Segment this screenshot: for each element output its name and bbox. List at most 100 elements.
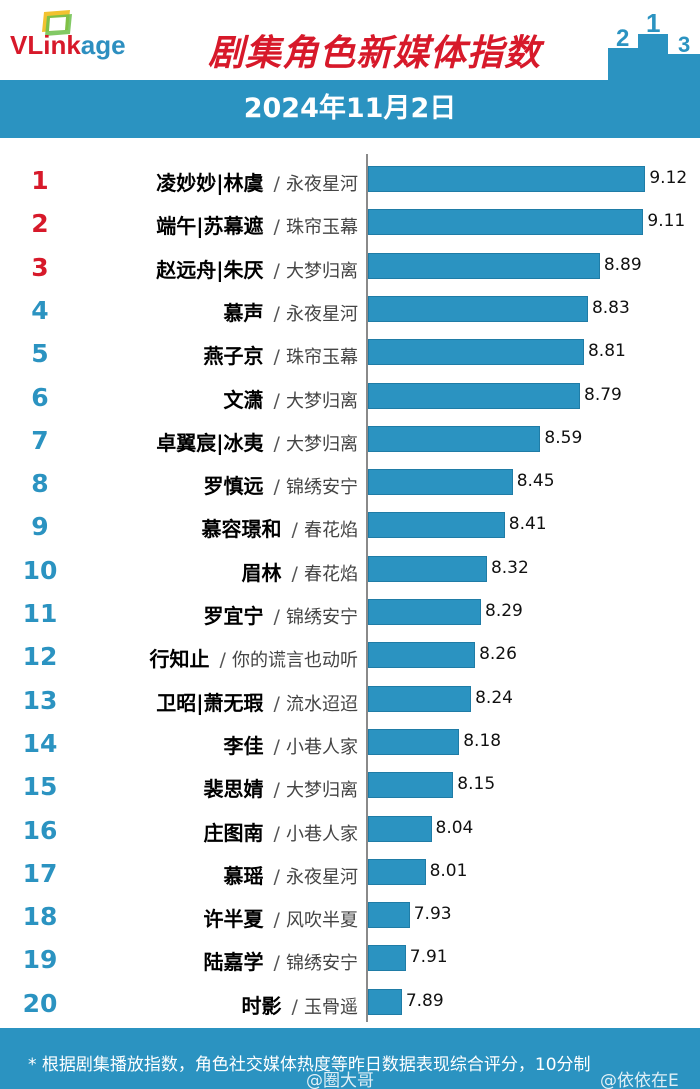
show-title: 小巷人家 [286,823,358,845]
value-bar [368,728,460,755]
chart-row: 5 燕子京 / 珠帘玉幕 8.81 [0,331,700,374]
row-label: 慕声 / 永夜星河 [224,297,358,326]
value-bar [368,858,426,885]
show-title: 大梦归离 [286,780,358,802]
svg-text:2: 2 [616,25,629,52]
rank-number: 17 [22,858,58,888]
value-label: 8.26 [479,644,517,665]
chart-row: 11 罗宜宁 / 锦绣安宁 8.29 [0,591,700,634]
label-separator: / [267,346,286,369]
value-label: 8.04 [435,817,474,838]
value-bar [368,945,406,972]
value-label: 8.89 [603,254,642,275]
character-name: 燕子京 [203,344,264,369]
row-label: 卓翼宸|冰夷 / 大梦归离 [156,427,358,456]
rank-number: 4 [31,295,49,325]
character-name: 凌妙妙|林虞 [156,171,264,195]
character-name: 文潇 [223,387,264,412]
row-label: 庄图南 / 小巷人家 [204,817,358,846]
character-name: 卓翼宸|冰夷 [156,430,264,455]
row-label: 裴思婧 / 大梦归离 [204,773,358,802]
character-name: 李佳 [223,733,264,758]
chart-row: 10 眉林 / 春花焰 8.32 [0,548,700,591]
chart-row: 4 慕声 / 永夜星河 8.83 [0,288,700,331]
value-label: 7.89 [405,990,444,1011]
value-bar [368,902,410,929]
show-title: 大梦归离 [286,260,358,282]
show-title: 春花焰 [304,520,358,542]
show-title: 锦绣安宁 [286,953,358,975]
show-title: 锦绣安宁 [286,607,358,628]
svg-text:3: 3 [678,32,690,57]
show-title: 大梦归离 [286,390,358,412]
row-label: 许半夏 / 风吹半夏 [204,903,358,932]
character-name: 赵远舟|朱厌 [156,257,264,282]
rank-number: 18 [22,902,58,932]
value-bar [368,599,482,625]
row-label: 凌妙妙|林虞 / 永夜星河 [156,167,358,196]
show-title: 锦绣安宁 [286,477,358,499]
chart-row: 18 许半夏 / 风吹半夏 7.93 [0,894,700,937]
show-title: 小巷人家 [286,736,358,758]
svg-text:1: 1 [646,10,660,38]
show-title: 永夜星河 [286,303,358,325]
show-title: 流水迢迢 [286,693,358,715]
logo: VLinkage [10,30,126,61]
chart-row: 3 赵远舟|朱厌 / 大梦归离 8.89 [0,245,700,288]
rank-number: 8 [31,469,49,499]
show-title: 永夜星河 [286,174,358,195]
value-bar [368,295,588,322]
value-bar [368,382,581,409]
value-bar [368,339,584,366]
label-separator: / [285,562,304,585]
chart-row: 19 陆嘉学 / 锦绣安宁 7.91 [0,937,700,980]
chart-row: 1 凌妙妙|林虞 / 永夜星河 9.12 [0,158,700,201]
rank-number: 15 [22,772,58,802]
label-separator: / [267,735,286,758]
value-label: 8.81 [587,341,626,362]
label-separator: / [213,649,232,672]
rank-number: 9 [31,512,49,542]
value-bar [368,988,402,1015]
value-label: 8.15 [457,774,496,795]
rank-number: 16 [22,815,58,845]
logo-mark-icon [42,10,72,36]
logo-link-part: Link [27,30,81,60]
label-separator: / [267,909,286,932]
value-bar [368,685,472,712]
character-name: 慕瑶 [223,863,264,888]
character-name: 端午|苏幕遮 [156,214,264,239]
chart-row: 14 李佳 / 小巷人家 8.18 [0,721,700,764]
value-label: 7.93 [413,904,452,925]
rank-number: 13 [22,685,58,715]
row-label: 文潇 / 大梦归离 [224,384,358,413]
rank-number: 20 [22,988,58,1018]
rank-number: 1 [31,166,49,195]
rank-number: 3 [31,252,49,282]
value-label: 9.11 [647,211,686,232]
rank-number: 7 [31,425,49,455]
show-title: 永夜星河 [286,866,358,888]
row-label: 端午|苏幕遮 / 珠帘玉幕 [156,210,358,239]
row-label: 陆嘉学 / 锦绣安宁 [204,946,358,975]
watermark-right: @依依在E [600,1071,679,1089]
chart-row: 16 庄图南 / 小巷人家 8.04 [0,808,700,851]
label-separator: / [267,779,286,802]
chart-row: 7 卓翼宸|冰夷 / 大梦归离 8.59 [0,418,700,461]
row-label: 罗慎远 / 锦绣安宁 [204,470,358,499]
value-bar [368,512,505,539]
chart-row: 2 端午|苏幕遮 / 珠帘玉幕 9.11 [0,201,700,244]
rank-number: 12 [22,642,58,672]
row-label: 慕容璟和 / 春花焰 [202,513,358,542]
value-bar [368,469,513,496]
row-label: 慕瑶 / 永夜星河 [224,860,358,889]
character-name: 许半夏 [203,907,264,932]
row-label: 燕子京 / 珠帘玉幕 [204,340,358,369]
value-label: 8.24 [475,687,513,708]
header: VLinkage 剧集角色新媒体指数 2 1 3 [0,0,700,80]
character-name: 时影 [241,993,282,1018]
character-name: 庄图南 [203,820,264,845]
character-name: 卫昭|萧无瑕 [156,690,264,715]
value-bar [368,252,600,279]
show-title: 你的谎言也动听 [232,650,358,672]
